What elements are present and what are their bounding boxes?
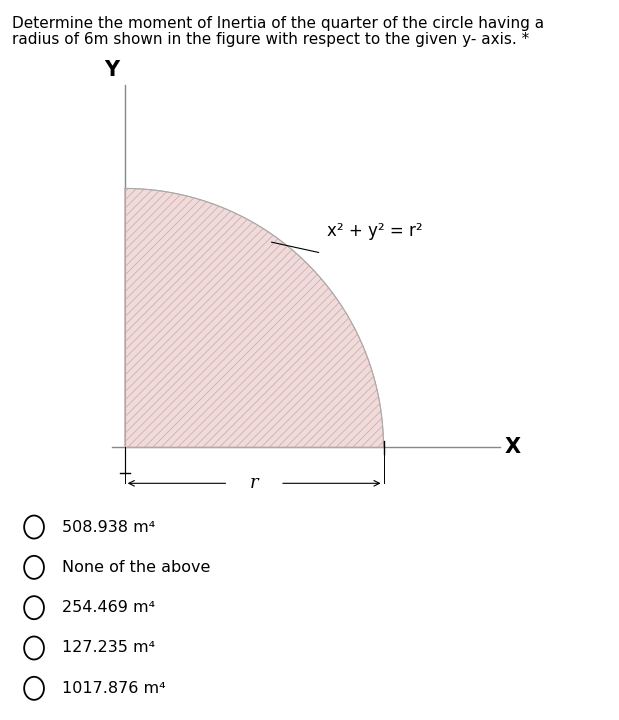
Text: Determine the moment of Inertia of the quarter of the circle having a: Determine the moment of Inertia of the q…: [12, 16, 545, 31]
Text: None of the above: None of the above: [62, 560, 210, 575]
Text: radius of 6m shown in the figure with respect to the given y- axis. *: radius of 6m shown in the figure with re…: [12, 32, 530, 47]
Text: X: X: [505, 437, 521, 457]
Text: 127.235 m⁴: 127.235 m⁴: [62, 641, 155, 655]
Text: Y: Y: [105, 60, 119, 80]
Polygon shape: [125, 189, 384, 447]
Text: 508.938 m⁴: 508.938 m⁴: [62, 520, 155, 534]
Text: 1017.876 m⁴: 1017.876 m⁴: [62, 681, 165, 696]
Text: r: r: [250, 474, 259, 492]
Text: x² + y² = r²: x² + y² = r²: [327, 222, 422, 240]
Text: 254.469 m⁴: 254.469 m⁴: [62, 600, 155, 615]
